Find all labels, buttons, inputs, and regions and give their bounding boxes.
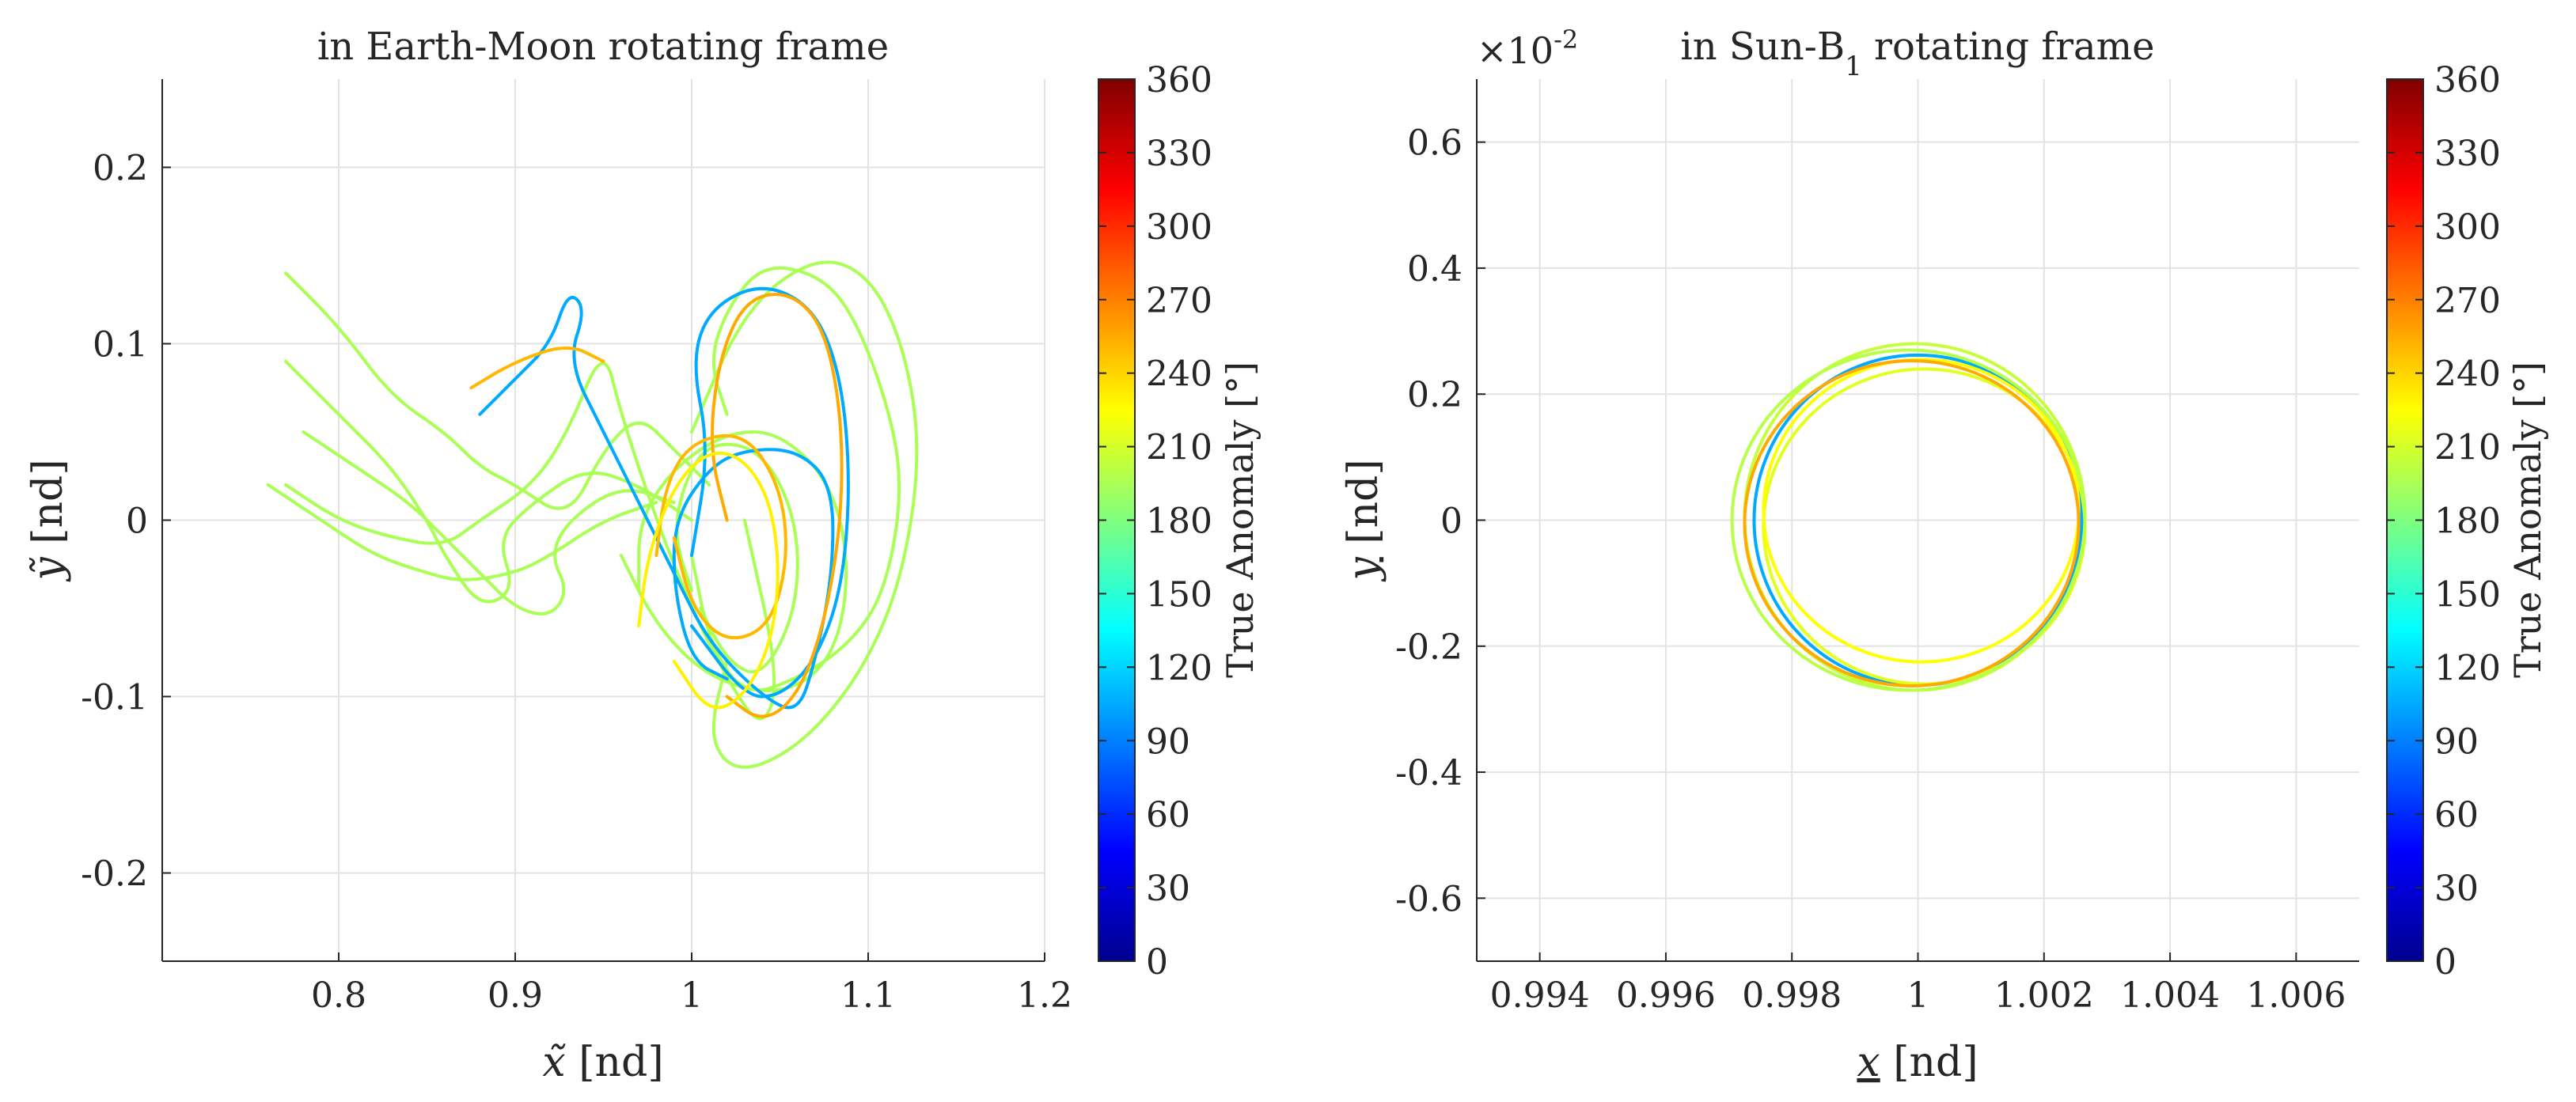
- trajectory-11: [690, 286, 850, 699]
- y-axis-label-right: y [nd]: [1340, 459, 1387, 581]
- trajectory-4: [302, 430, 676, 615]
- colorbar-tick-label: 270: [1146, 281, 1212, 321]
- colorbar-tick-label: 0: [2434, 942, 2456, 983]
- y-tick-label: 0.4: [1407, 249, 1463, 290]
- colorbar-label-left: True Anomaly [°]: [1219, 362, 1261, 678]
- colorbar-tick-label: 240: [1146, 354, 1212, 395]
- trajectory-1: [284, 271, 711, 510]
- trajectory-7: [690, 260, 919, 769]
- x-tick-label: 0.996: [1616, 975, 1716, 1016]
- y-axis-label-left: ỹ [nd]: [25, 459, 72, 581]
- colorbar-tick-label: 300: [2434, 207, 2501, 248]
- ring-6: [1743, 359, 2081, 687]
- data-right: [1730, 342, 2087, 692]
- trajectory-2: [284, 359, 693, 604]
- grid-left: [162, 79, 1045, 961]
- x-tick-label: 1: [1907, 975, 1929, 1016]
- colorbar-tick-label: 360: [1146, 60, 1212, 100]
- colorbar-tick-label: 60: [1146, 795, 1190, 835]
- ticks-right: 0.994 0.996 0.998 1 1.002 1.004 1.006 0.6 0.4 0.2…: [1395, 123, 2346, 1016]
- colorbar-tick-label: 120: [1146, 648, 1212, 688]
- sun-b1-panel: 0.994 0.996 0.998 1 1.002 1.004 1.006 0.6 0.4 0.2…: [1340, 25, 2549, 1086]
- ring-4: [1730, 348, 2087, 692]
- x-axis-label-left: x̃ [nd]: [542, 1039, 663, 1086]
- colorbar-ticks-left: 0 30 60 90 120 150 180 210 240 270 300 330 360: [1098, 60, 1212, 983]
- colorbar-tick-label: 0: [1146, 942, 1168, 983]
- x-tick-label: 1.002: [1994, 975, 2094, 1016]
- colorbar-tick-label: 180: [2434, 502, 2501, 542]
- x-tick-label: 0.994: [1490, 975, 1590, 1016]
- grid-right: [1477, 79, 2359, 961]
- colorbar-ticks-right: 0 30 60 90 120 150 180 210 240 270 300 330 360: [2387, 60, 2501, 983]
- colorbar-tick-label: 210: [1146, 428, 1212, 468]
- colorbar-tick-label: 30: [1146, 869, 1190, 909]
- colorbar-tick-label: 60: [2434, 795, 2479, 835]
- y-tick-label: 0.6: [1407, 123, 1463, 164]
- x-tick-label: 0.8: [311, 975, 366, 1016]
- data-left: [266, 260, 919, 769]
- x-tick-label: 1.2: [1017, 975, 1072, 1016]
- trajectory-8: [619, 430, 848, 693]
- trajectory-3: [266, 483, 658, 581]
- trajectory-13: [711, 293, 844, 718]
- x-tick-label: 1.004: [2120, 975, 2220, 1016]
- colorbar-tick-label: 120: [2434, 648, 2501, 688]
- colorbar-tick-label: 180: [1146, 502, 1212, 542]
- x-axis-label-right: x [nd]: [1857, 1039, 1978, 1086]
- y-tick-label: 0: [1440, 502, 1463, 542]
- chart-title-left: in Earth-Moon rotating frame: [317, 25, 889, 69]
- colorbar-tick-label: 270: [2434, 281, 2501, 321]
- colorbar-tick-label: 300: [1146, 207, 1212, 248]
- y-tick-label: -0.4: [1395, 753, 1463, 793]
- x-tick-label: 1: [681, 975, 703, 1016]
- y-multiplier: ×10-2: [1477, 25, 1578, 72]
- y-tick-label: 0: [126, 502, 148, 542]
- x-tick-label: 0.9: [488, 975, 543, 1016]
- colorbar-tick-label: 30: [2434, 869, 2479, 909]
- trajectory-14: [654, 434, 787, 640]
- colorbar-tick-label: 330: [1146, 134, 1212, 174]
- trajectory-15: [637, 451, 780, 710]
- x-tick-label: 0.998: [1742, 975, 1842, 1016]
- y-tick-label: -0.1: [81, 678, 148, 718]
- colorbar-label-right: True Anomaly [°]: [2506, 362, 2549, 678]
- x-tick-label: 1.1: [840, 975, 896, 1016]
- y-tick-label: -0.2: [81, 854, 148, 895]
- colorbar-tick-label: 210: [2434, 428, 2501, 468]
- trajectory-6: [690, 266, 901, 692]
- x-tick-label: 1.006: [2246, 975, 2346, 1016]
- colorbar-tick-label: 150: [2434, 574, 2501, 615]
- ring-5: [1762, 358, 2081, 664]
- y-tick-label: 0.2: [1407, 375, 1463, 415]
- colorbar-tick-label: 150: [1146, 574, 1212, 615]
- ticks-left: 0.8 0.9 1 1.1 1.2 0.2 0.1 0 -0.1 -0.2: [81, 149, 1072, 1017]
- trajectory-12: [469, 347, 605, 390]
- colorbar-tick-label: 360: [2434, 60, 2501, 100]
- colorbar-tick-label: 90: [2434, 721, 2479, 762]
- y-tick-label: 0.2: [93, 149, 148, 189]
- y-tick-label: 0.1: [93, 325, 148, 365]
- chart-title-right: in Sun-B1 rotating frame: [1680, 25, 2154, 82]
- colorbar-tick-label: 240: [2434, 354, 2501, 395]
- y-tick-label: -0.6: [1395, 879, 1463, 919]
- y-tick-label: -0.2: [1395, 627, 1463, 668]
- colorbar-tick-label: 330: [2434, 134, 2501, 174]
- colorbar-tick-label: 90: [1146, 721, 1190, 762]
- earth-moon-panel: 0.8 0.9 1 1.1 1.2 0.2 0.1 0 -0.1 -0.2 in Earth-Mo…: [25, 25, 1261, 1086]
